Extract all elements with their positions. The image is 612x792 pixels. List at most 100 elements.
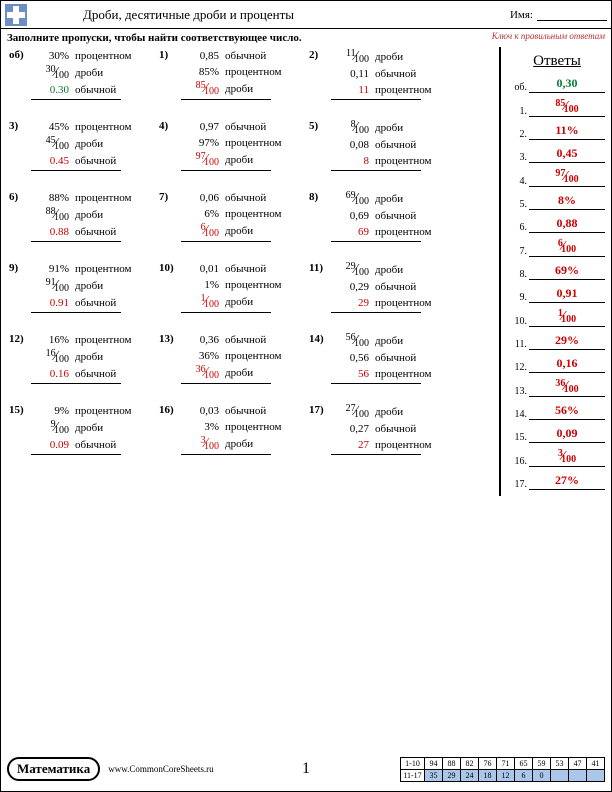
answer-value: 0,30 <box>529 76 605 93</box>
value-label: дроби <box>375 335 403 347</box>
problem-number: 3) <box>9 120 31 132</box>
problem-value: 29 <box>331 297 369 309</box>
value-label: обычной <box>375 139 416 151</box>
problem-number: об) <box>9 49 31 61</box>
value-label: обычной <box>225 334 266 346</box>
problems-area: об)30% процентном 30⁄100 дроби 0.30 обычной 1)… <box>1 47 499 496</box>
problem-value: 69 <box>331 226 369 238</box>
answer-value: 97⁄100 <box>529 169 605 187</box>
answer-number: об. <box>509 82 527 93</box>
problem: 15)9%процентном9⁄100дроби0.09обычной <box>9 404 159 455</box>
problem-underline <box>31 312 121 313</box>
answer-number: 10. <box>509 316 527 327</box>
problem-underline <box>181 170 271 171</box>
problem-value: 30⁄100 <box>31 65 69 81</box>
problem-value: 30% <box>31 50 69 62</box>
problem-value: 9% <box>31 405 69 417</box>
problem: 2)11⁄100дроби0,11обычной11процентном <box>309 49 459 100</box>
problem: 17)27⁄100дроби0,27обычной27процентном <box>309 404 459 455</box>
answer-row: 10.1⁄100 <box>509 309 605 327</box>
name-label: Имя: <box>510 9 533 21</box>
problem-value: 6⁄100 <box>181 223 219 239</box>
answer-row: 16.3⁄100 <box>509 449 605 467</box>
problem-number: 11) <box>309 262 331 274</box>
value-label: дроби <box>225 225 253 237</box>
problem-number: 17) <box>309 404 331 416</box>
answers-column: Ответы об.0,301.85⁄1002.11%3.0,454.97⁄10… <box>499 47 611 496</box>
answer-row: 1.85⁄100 <box>509 99 605 117</box>
answer-number: 7. <box>509 246 527 257</box>
value-label: дроби <box>75 67 103 79</box>
answer-value: 0,91 <box>529 286 605 303</box>
problem-value: 0,97 <box>181 121 219 133</box>
problem: 1)0,85обычной85%процентном85⁄100дроби <box>159 49 309 100</box>
value-label: дроби <box>375 264 403 276</box>
answer-value: 36⁄100 <box>529 379 605 397</box>
problem: 7)0,06обычной6%процентном6⁄100дроби <box>159 191 309 242</box>
answer-number: 4. <box>509 176 527 187</box>
answer-value: 69% <box>529 263 605 280</box>
problem-value: 8⁄100 <box>331 120 369 136</box>
problem: 8)69⁄100дроби0,69обычной69процентном <box>309 191 459 242</box>
problem-value: 45⁄100 <box>31 136 69 152</box>
problem-value: 29⁄100 <box>331 262 369 278</box>
problem: 5)8⁄100дроби0,08обычной8процентном <box>309 120 459 171</box>
value-label: обычной <box>225 121 266 133</box>
problem-number: 8) <box>309 191 331 203</box>
problem: 11)29⁄100дроби0,29обычной29процентном <box>309 262 459 313</box>
problem-underline <box>331 241 421 242</box>
problem-underline <box>31 170 121 171</box>
value-label: процентном <box>225 208 282 220</box>
problem-number: 10) <box>159 262 181 274</box>
value-label: обычной <box>225 405 266 417</box>
problem-value: 16⁄100 <box>31 349 69 365</box>
value-label: обычной <box>75 439 116 451</box>
value-label: обычной <box>375 68 416 80</box>
problem-underline <box>331 170 421 171</box>
problem-underline <box>331 383 421 384</box>
problem-value: 11⁄100 <box>331 49 369 65</box>
answer-row: 14.56% <box>509 403 605 420</box>
answer-value: 85⁄100 <box>529 99 605 117</box>
answer-row: 17.27% <box>509 473 605 490</box>
problem: об)30%процентном30⁄100дроби0.30обычной <box>9 49 159 100</box>
logo-icon <box>5 4 27 26</box>
problem-value: 91⁄100 <box>31 278 69 294</box>
worksheet-title: Дроби, десятичные дроби и проценты <box>83 7 294 23</box>
problem-value: 0.30 <box>31 84 69 96</box>
problem-value: 9⁄100 <box>31 420 69 436</box>
answer-value: 27% <box>529 473 605 490</box>
answer-row: 7.6⁄100 <box>509 239 605 257</box>
problem-value: 1% <box>181 279 219 291</box>
answer-value: 6⁄100 <box>529 239 605 257</box>
footer: Математика www.CommonCoreSheets.ru 1 1-1… <box>1 751 611 787</box>
problem-value: 0,29 <box>331 281 369 293</box>
answer-row: 13.36⁄100 <box>509 379 605 397</box>
problem-value: 3⁄100 <box>181 436 219 452</box>
answer-row: 9.0,91 <box>509 286 605 303</box>
problem-value: 56⁄100 <box>331 333 369 349</box>
problem-value: 16% <box>31 334 69 346</box>
score-grid: 1-109488827671655953474111-1735292418126… <box>400 757 605 782</box>
problem-number: 7) <box>159 191 181 203</box>
problem: 9)91%процентном91⁄100дроби0.91обычной <box>9 262 159 313</box>
value-label: обычной <box>75 84 116 96</box>
value-label: процентном <box>375 368 432 380</box>
problem-number: 9) <box>9 262 31 274</box>
value-label: дроби <box>375 193 403 205</box>
problem-underline <box>331 99 421 100</box>
value-label: процентном <box>225 137 282 149</box>
value-label: обычной <box>375 352 416 364</box>
value-label: обычной <box>75 226 116 238</box>
problem: 3)45%процентном45⁄100дроби0.45обычной <box>9 120 159 171</box>
problem-number: 2) <box>309 49 331 61</box>
problem-underline <box>181 99 271 100</box>
answer-number: 12. <box>509 362 527 373</box>
answer-value: 0,45 <box>529 146 605 163</box>
value-label: обычной <box>375 210 416 222</box>
answer-value: 3⁄100 <box>529 449 605 467</box>
problem-value: 0,11 <box>331 68 369 80</box>
problem-number: 14) <box>309 333 331 345</box>
subject-badge: Математика <box>7 757 100 781</box>
problem-value: 11 <box>331 84 369 96</box>
